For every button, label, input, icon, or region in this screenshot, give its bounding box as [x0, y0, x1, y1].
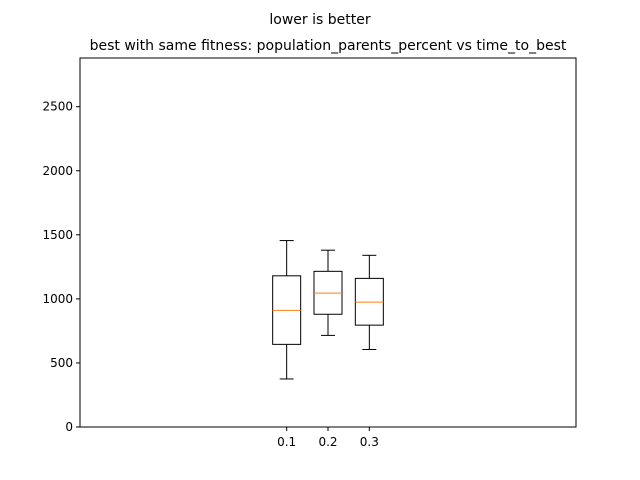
x-tick-label: 0.1 — [277, 435, 296, 449]
box-0.2 — [313, 249, 343, 336]
y-tick-label: 500 — [50, 356, 73, 370]
x-tick-label: 0.2 — [318, 435, 337, 449]
chart-suptitle: lower is better — [269, 12, 370, 28]
y-tick-label: 1500 — [42, 228, 73, 242]
y-tick-label: 2000 — [42, 164, 73, 178]
chart-title: best with same fitness: population_paren… — [90, 38, 567, 54]
box-0.3 — [354, 254, 384, 350]
x-tick-label: 0.3 — [360, 435, 379, 449]
y-tick-label: 0 — [65, 420, 73, 434]
box-0.1 — [272, 240, 302, 380]
y-tick-label: 2500 — [42, 100, 73, 114]
plot-area: 0 500 1000 1500 2000 2500 0.1 0.2 0.3 — [42, 57, 577, 449]
y-tick-label: 1000 — [42, 292, 73, 306]
